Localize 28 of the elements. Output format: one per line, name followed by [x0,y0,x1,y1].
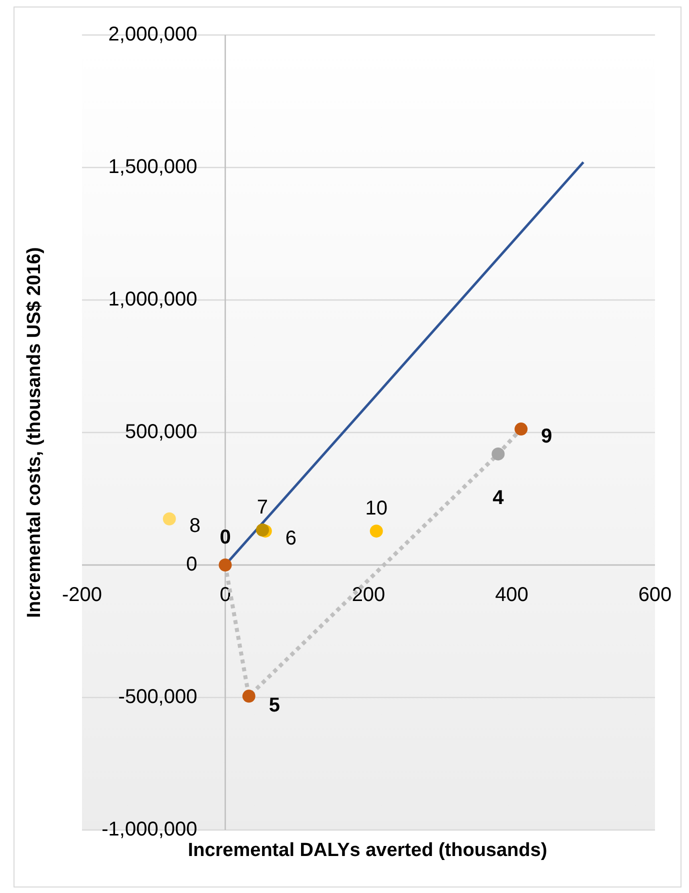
x-tick-label: 200 [352,584,386,606]
y-tick-label: -1,000,000 [102,818,198,840]
point [492,447,505,460]
point [242,690,256,703]
series-label: 7 [256,496,268,518]
series-label: 6 [285,527,296,550]
x-axis-title: Incremental DALYs averted (thousands) [188,840,548,861]
point [514,422,528,436]
y-tick-label: 500,000 [124,420,198,443]
series-label: 10 [365,497,388,520]
point [218,558,232,572]
x-tick-label: 600 [638,584,672,606]
y-tick-label: -500,000 [118,686,198,708]
point [162,512,176,526]
series-label: 9 [541,425,552,448]
x-tick-label: 400 [495,584,528,606]
series-label: 0 [220,526,231,548]
point [256,524,269,537]
y-axis-title: Incremental costs, (thousands US$ 2016) [24,247,45,618]
point [370,524,383,538]
series-label: 4 [492,487,505,510]
y-tick-label: 2,000,000 [108,23,198,46]
x-tick-label: -200 [62,584,102,606]
y-tick-label: 1,000,000 [108,288,198,310]
series-label: 8 [189,515,201,538]
y-tick-label: 1,500,000 [108,156,198,178]
y-tick-label: 0 [186,553,198,576]
series-label: 5 [268,694,280,716]
